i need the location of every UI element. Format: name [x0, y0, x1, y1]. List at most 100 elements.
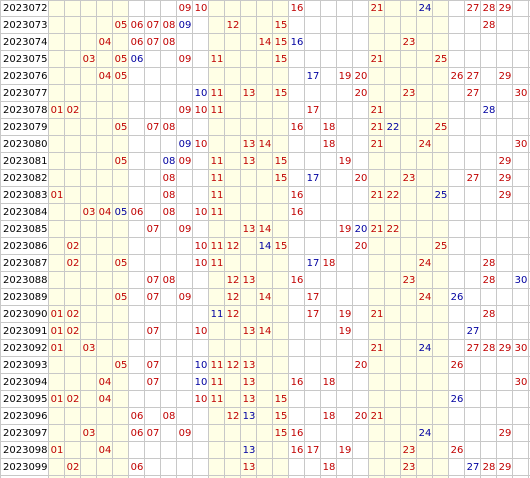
number-cell: 20: [354, 241, 368, 252]
number-cell: 05: [114, 156, 128, 167]
number-cell: 27: [466, 71, 480, 82]
number-cell: 30: [514, 343, 528, 354]
number-cell: 10: [194, 139, 208, 150]
number-cell: 17: [306, 173, 320, 184]
issue-label: 2023096: [3, 411, 48, 422]
number-cell: 28: [482, 309, 496, 320]
number-cell: 26: [450, 292, 464, 303]
number-cell: 06: [130, 462, 144, 473]
number-cell: 10: [194, 394, 208, 405]
number-cell: 07: [146, 292, 160, 303]
number-cell: 16: [290, 445, 304, 456]
number-cell: 07: [146, 275, 160, 286]
number-cell: 01: [50, 309, 64, 320]
issue-label: 2023099: [3, 462, 48, 473]
column-shade-25: [433, 0, 449, 478]
number-cell: 04: [98, 445, 112, 456]
grid-vline: [416, 0, 417, 478]
number-cell: 09: [178, 3, 192, 14]
number-cell: 13: [242, 360, 256, 371]
grid-vline: [304, 0, 305, 478]
grid-vline: [176, 0, 177, 478]
number-cell: 02: [66, 326, 80, 337]
number-cell: 13: [242, 411, 256, 422]
column-shade-4: [97, 0, 113, 478]
number-cell: 27: [466, 88, 480, 99]
number-cell: 27: [466, 3, 480, 14]
number-cell: 18: [322, 462, 336, 473]
number-cell: 10: [194, 258, 208, 269]
number-cell: 11: [210, 156, 224, 167]
number-cell: 01: [50, 326, 64, 337]
issue-label: 2023073: [3, 20, 48, 31]
column-shade-12: [225, 0, 241, 478]
number-cell: 11: [210, 241, 224, 252]
grid-hline: [0, 84, 530, 85]
number-cell: 24: [418, 343, 432, 354]
column-shade-3: [81, 0, 97, 478]
grid-vline: [112, 0, 113, 478]
number-cell: 18: [322, 411, 336, 422]
number-cell: 15: [274, 428, 288, 439]
number-cell: 27: [466, 173, 480, 184]
number-cell: 13: [242, 326, 256, 337]
number-cell: 05: [114, 122, 128, 133]
number-cell: 13: [242, 275, 256, 286]
grid-vline: [224, 0, 225, 478]
number-cell: 06: [130, 37, 144, 48]
column-shade-11: [209, 0, 225, 478]
number-cell: 21: [370, 309, 384, 320]
column-shade-22: [385, 0, 401, 478]
issue-label: 2023092: [3, 343, 48, 354]
number-cell: 17: [306, 309, 320, 320]
number-cell: 16: [290, 428, 304, 439]
number-cell: 12: [226, 309, 240, 320]
number-cell: 27: [466, 326, 480, 337]
number-cell: 08: [162, 190, 176, 201]
number-cell: 05: [114, 54, 128, 65]
number-cell: 13: [242, 394, 256, 405]
number-cell: 02: [66, 105, 80, 116]
grid-vline: [336, 0, 337, 478]
grid-vline: [512, 0, 513, 478]
number-cell: 22: [386, 224, 400, 235]
number-cell: 11: [210, 88, 224, 99]
number-cell: 09: [178, 54, 192, 65]
number-cell: 30: [514, 139, 528, 150]
grid-hline: [0, 288, 530, 289]
issue-label: 2023072: [3, 3, 48, 14]
number-cell: 01: [50, 190, 64, 201]
issue-label: 2023078: [3, 105, 48, 116]
number-cell: 28: [482, 20, 496, 31]
number-cell: 13: [242, 445, 256, 456]
number-cell: 29: [498, 71, 512, 82]
number-cell: 16: [290, 37, 304, 48]
number-cell: 11: [210, 309, 224, 320]
number-cell: 10: [194, 207, 208, 218]
grid-hline: [0, 237, 530, 238]
number-cell: 14: [258, 241, 272, 252]
number-cell: 05: [114, 20, 128, 31]
grid-hline: [0, 135, 530, 136]
number-cell: 11: [210, 54, 224, 65]
number-cell: 15: [274, 54, 288, 65]
number-cell: 06: [130, 411, 144, 422]
grid-hline: [0, 458, 530, 459]
number-cell: 29: [498, 462, 512, 473]
number-cell: 12: [226, 241, 240, 252]
number-cell: 10: [194, 377, 208, 388]
number-cell: 17: [306, 292, 320, 303]
number-cell: 09: [178, 428, 192, 439]
number-cell: 24: [418, 258, 432, 269]
number-cell: 24: [418, 428, 432, 439]
column-shade-24: [417, 0, 433, 478]
issue-label: 2023082: [3, 173, 48, 184]
number-cell: 15: [274, 411, 288, 422]
number-cell: 29: [498, 173, 512, 184]
number-cell: 28: [482, 258, 496, 269]
grid-vline: [128, 0, 129, 478]
grid-vline: [48, 0, 49, 478]
number-cell: 21: [370, 224, 384, 235]
number-cell: 08: [162, 122, 176, 133]
number-cell: 08: [162, 156, 176, 167]
